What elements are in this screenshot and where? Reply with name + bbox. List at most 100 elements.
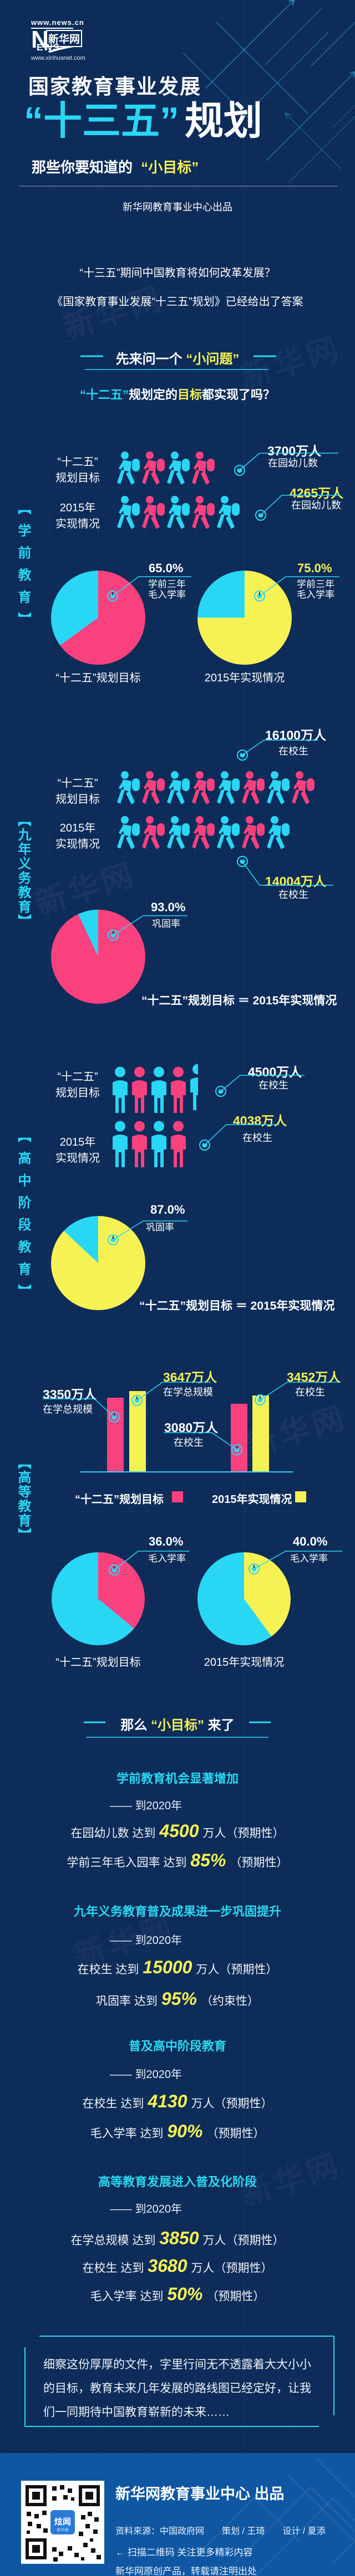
callout-metric: 在校生 [258,1080,288,1091]
qr-code: 炫闻 新华网 [21,2481,104,2564]
logo-swoosh [48,46,77,53]
row-label: “十二五” 规划目标 [55,1071,100,1099]
bar-actual-scale [129,1391,146,1472]
footer-copyright: 新华网原创产品，转载请注明出处 [115,2566,257,2576]
goals-head-pre: 那么 [120,1718,148,1733]
pictogram-row [116,816,291,850]
bar-callout-metric: 在校生 [174,1437,204,1448]
pictogram-row [116,496,241,530]
bar-actual-enrolled [252,1395,269,1472]
callout-metric: 在校生 [278,889,308,900]
pie-sub-label: 巩固率 [152,918,180,929]
qr-center-label: 炫闻 [54,2517,71,2527]
bar-target-scale [107,1398,124,1472]
pie-caption: 2015年实现情况 [204,1656,285,1669]
row-label: 2015年 实现情况 [55,502,100,530]
goal-item: 毛入学率 达到 50% （预期性） [90,2284,265,2304]
pictogram-row [111,1064,198,1113]
bar-target-enrolled [231,1404,247,1472]
section-label-highschool: 【高中阶段教育】 [16,1129,31,1306]
goal-item: 巩固率 达到 95% （约束性） [96,1989,259,2009]
row-label: 2015年 实现情况 [55,822,100,850]
pie-higher-actual [197,1552,291,1645]
pie-sub-label: 巩固率 [146,1222,174,1233]
legend-target-label: “十二五”规划目标 [75,1494,164,1506]
watermark: 新华网 [59,280,168,346]
pie-sub-label: 毛入学率 [290,1553,328,1564]
bar-callout-value: 3452万人 [287,1370,341,1384]
bar-callout-value: 3647万人 [163,1370,217,1384]
logo-bottom-url: www.xinhuanet.com [31,55,85,61]
ask-em: “小问题” [186,352,240,367]
arrow-decoration [183,0,355,183]
pie-sub-label: 学前三年 毛入学率 [148,579,186,600]
pie-highschool [51,1216,145,1310]
logo-brand: 新华网 [46,30,83,47]
pie-preschool-actual [197,571,292,665]
goals-head-em: “小目标” [151,1718,204,1733]
goals-header: 那么 “小目标” 来了 [0,1714,355,1733]
subtitle-em: “小目标” [141,159,199,176]
q-target: 目标 [178,388,202,402]
q-mid: 规划定的 [128,388,178,402]
outro-paragraph: 细察这份厚厚的文件，字里行间无不透露着大大小小的目标，教育未来几年发展的路线图已… [43,2358,311,2419]
goal-when: —— 到2020年 [109,1800,182,1812]
callout-value: 4038万人 [233,1113,287,1128]
goal-item: 在学总规模 达到 3850 万人（预期性） [70,2228,285,2248]
callout-value: 14004万人 [265,874,326,889]
intro-question-1: “十三五”期间中国教育将如何改革发展？ [79,267,276,279]
footer: 炫闻 新华网 新华网教育事业中心 出品 资料来源：中国政府网 策划 / 王琦 设… [0,2453,355,2576]
goal-item: 毛入学率 达到 90% （预期性） [90,2121,265,2141]
callout-metric: 在园幼儿数 [268,458,318,469]
page-title: “十三五” 规划 [24,100,262,142]
goal-title: 九年义务教育普及成果进一步巩固提升 [73,1905,281,1918]
goal-item: 在校生 达到 15000 万人（预期性） [77,1957,278,1977]
goal-item: 在园幼儿数 达到 4500 万人（预期性） [70,1821,285,1841]
page-subtitle: 那些你要知道的 “小目标” [32,156,199,177]
goal-title: 普及高中阶段教育 [128,2039,226,2053]
section-label-higher: 【高等教育】 [16,1456,31,1542]
logo-n: N [31,26,49,53]
legend-actual-swatch [295,1491,306,1502]
goal-item: 在校生 达到 4130 万人（预期性） [82,2091,273,2111]
intro-question-2: “十二五”规划定的目标都实现了吗？ [0,385,355,403]
goals-head-post: 来了 [207,1718,235,1733]
intro-answer-1: 《国家教育事业发展“十三五”规划》已经给出了答案 [52,296,303,308]
row-label: 2015年 实现情况 [55,1136,100,1164]
ask-prefix: 先来问一个 [115,352,182,367]
pie-pct-label: 93.0% [151,900,186,914]
title-plan-name: “十三五” [24,99,179,142]
pie-pct-label: 40.0% [293,1535,328,1548]
pie-compulsory [51,910,145,1004]
pie-caption: “十二五”规划目标 [55,672,141,684]
bar-callout-value: 3080万人 [164,1420,219,1435]
goal-when: —— 到2020年 [109,2203,182,2215]
page-kicker: 国家教育事业发展 [28,75,201,98]
logo-top-url: www.news.cn [31,18,84,29]
pie-caption: “十二五”规划目标 [55,1656,141,1669]
callout-value: 3700万人 [267,444,322,458]
section-label-compulsory: 【九年义务教育】 [16,813,31,928]
callout-value: 4265万人 [290,486,344,500]
goal-item: 在校生 达到 3680 万人（预期性） [82,2256,273,2276]
legend-target-swatch [172,1491,183,1502]
callout-metric: 在园幼儿数 [291,500,341,511]
callout-metric: 在校生 [278,746,308,757]
footer-scan-hint: ← 扫描二维码 关注更多精彩内容 [115,2547,253,2558]
byline: 新华网教育事业中心出品 [123,202,232,213]
goal-item: 学前三年毛入园率 达到 85% （预期性） [67,1850,288,1870]
callout-value: 4500万人 [248,1065,302,1079]
pie-pct-label: 36.0% [149,1535,184,1548]
target-equals-actual-note: “十二五”规划目标 ＝ 2015年实现情况 [139,1300,335,1312]
pictogram-row [116,771,316,805]
goal-when: —— 到2020年 [109,1934,182,1947]
pictogram-row [116,451,216,486]
pie-pct-label: 75.0% [297,561,332,575]
xinhuanet-logo: www.news.cn N 新华网 EWS www.xinhuanet.com [31,18,120,61]
bar-callout-metric: 在学总规模 [163,1387,213,1398]
pie-sub-label: 毛入学率 [148,1553,186,1564]
goal-when: —— 到2020年 [109,2069,182,2081]
subtitle-prefix: 那些你要知道的 [32,159,133,176]
q-plan: “十二五” [79,388,129,402]
q-rest: 都实现了吗？ [202,388,276,402]
